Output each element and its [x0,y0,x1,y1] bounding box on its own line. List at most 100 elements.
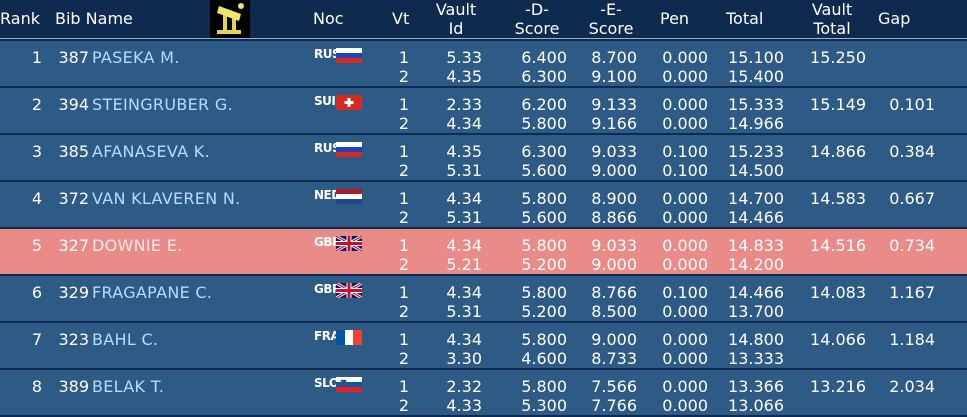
d-score: 6.300 [521,142,567,161]
noc-flag: GBR [314,281,363,300]
result-row: 4 372 VAN KLAVEREN N. NED 1 2 4.34 5.31 5.800 5.6… [0,182,967,229]
switzerland-flag-icon [335,94,362,110]
vault-id: 5.31 [446,208,482,227]
header-total: Total [726,9,764,28]
uk-flag-icon [335,234,363,253]
e-score: 9.100 [591,67,637,86]
noc-flag: FRA [314,328,362,345]
penalty: 0.000 [662,189,708,208]
vault-id: 5.31 [446,161,482,180]
vault-total-single: 14.500 [728,161,784,180]
vault-total-single: 13.700 [728,302,784,321]
vault-number: 2 [398,396,409,415]
vault-total-single: 14.700 [728,189,784,208]
gap: 0.667 [889,189,935,208]
result-row: 1 387 PASEKA M. RUS 1 2 5.33 4.35 6.400 6.300 8.70… [0,41,967,88]
noc-code: RUS [314,141,341,155]
d-score: 5.800 [521,189,567,208]
noc-code: NED [314,188,341,202]
vault-number: 2 [398,349,409,368]
d-score: 5.200 [521,255,567,274]
d-score: 5.800 [521,236,567,255]
penalty: 0.000 [662,48,708,67]
penalty: 0.100 [662,142,708,161]
noc-code: GBR [314,235,341,249]
vault-total-single: 14.966 [728,114,784,133]
vault-average-total: 15.149 [810,95,866,114]
d-score: 5.200 [521,302,567,321]
result-row: 8 389 BELAK T. SLO 1 2 2.32 4.33 5.800 5.300 7.566… [0,370,967,417]
athlete-name: BELAK T. [92,377,165,396]
penalty: 0.000 [662,114,708,133]
noc-code: GBR [314,282,341,296]
vault-id: 4.34 [446,189,482,208]
vault-total-single: 15.400 [728,67,784,86]
bib: 327 [58,236,89,255]
netherlands-flag-icon [335,188,362,204]
vault-number: 1 [398,377,409,396]
athlete-name: VAN KLAVEREN N. [92,189,241,208]
athlete-name: STEINGRUBER G. [92,95,233,114]
header-e-score: -E- Score [588,0,634,38]
vault-id: 4.34 [446,236,482,255]
athlete-name: DOWNIE E. [92,236,183,255]
vault-number: 2 [398,114,409,133]
e-score: 9.000 [591,330,637,349]
bib: 329 [58,283,89,302]
vault-id: 4.33 [446,396,482,415]
athlete-name: BAHL C. [92,330,159,349]
vault-average-total: 15.250 [810,48,866,67]
vault-total-single: 15.233 [728,142,784,161]
header-pen: Pen [660,9,690,28]
result-row: 6 329 FRAGAPANE C. GBR 1 2 4.34 5.31 5.800 5.200 8… [0,276,967,323]
athlete-name: AFANASEVA K. [92,142,210,161]
vault-average-total: 13.216 [810,377,866,396]
vault-total-single: 13.333 [728,349,784,368]
vault-id: 5.21 [446,255,482,274]
vault-number: 2 [398,255,409,274]
e-score: 8.733 [591,349,637,368]
header-gap: Gap [878,9,911,28]
vault-id: 4.35 [446,142,482,161]
gap: 1.184 [889,330,935,349]
slovenia-flag-icon [335,376,362,392]
noc-flag: SLO [314,375,362,392]
gap: 2.034 [889,377,935,396]
penalty: 0.000 [662,95,708,114]
noc-code: FRA [314,329,340,343]
e-score: 9.133 [591,95,637,114]
vault-number: 1 [398,95,409,114]
vault-total-single: 14.833 [728,236,784,255]
penalty: 0.100 [662,283,708,302]
e-score: 7.566 [591,377,637,396]
header-bib-name: Bib Name [55,9,133,28]
header-vault-id: Vault Id [435,0,477,38]
vault-id: 2.32 [446,377,482,396]
vault-average-total: 14.066 [810,330,866,349]
results-header: Rank Bib Name Noc Vt Vault Id -D- Score -E… [0,0,967,39]
vault-number: 1 [398,142,409,161]
d-score: 6.400 [521,48,567,67]
penalty: 0.000 [662,377,708,396]
rank: 6 [31,283,42,302]
e-score: 8.866 [591,208,637,227]
e-score: 7.766 [591,396,637,415]
vault-id: 4.34 [446,283,482,302]
e-score: 9.000 [591,255,637,274]
noc-code: RUS [314,47,341,61]
rank: 3 [31,142,42,161]
penalty: 0.000 [662,236,708,255]
result-row: 2 394 STEINGRUBER G. SUI 1 2 2.33 4.34 6.200 5.80… [0,88,967,135]
vault-average-total: 14.866 [810,142,866,161]
result-row: 7 323 BAHL C. FRA 1 2 4.34 3.30 5.800 4.600 9.000 8… [0,323,967,370]
bib: 389 [58,377,89,396]
vault-total-single: 14.200 [728,255,784,274]
header-rank: Rank [0,9,40,28]
d-score: 5.600 [521,161,567,180]
d-score: 5.800 [521,330,567,349]
penalty: 0.000 [662,255,708,274]
header-noc: Noc [313,9,344,28]
bib: 387 [58,48,89,67]
gap: 0.734 [889,236,935,255]
penalty: 0.000 [662,67,708,86]
